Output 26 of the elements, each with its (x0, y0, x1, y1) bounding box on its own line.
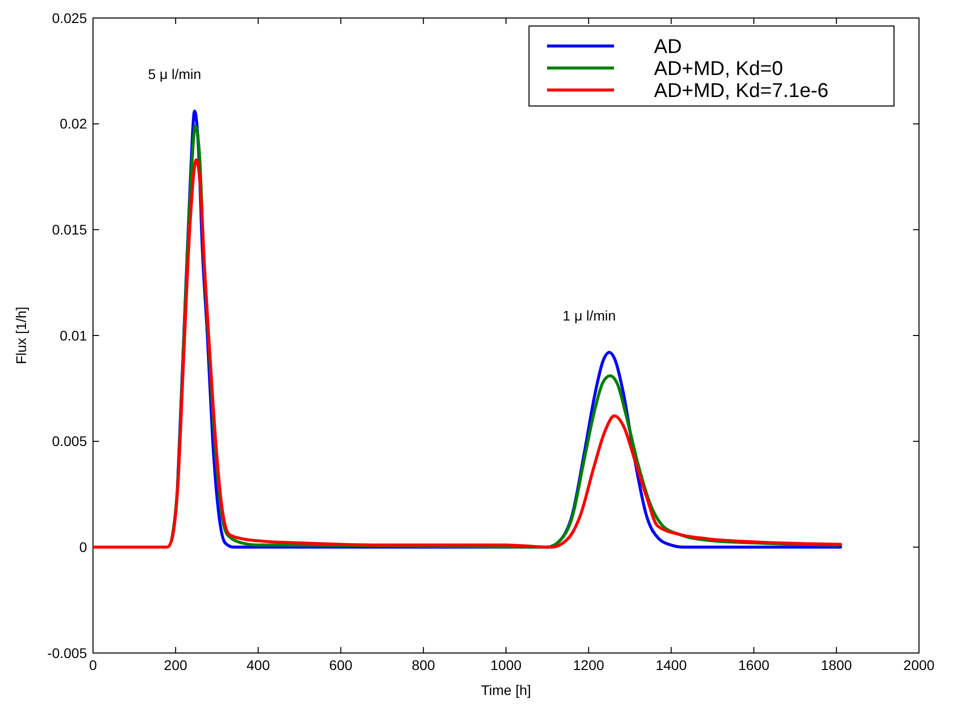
annotation: 1 μ l/min (562, 307, 616, 324)
x-tick-label: 1200 (573, 657, 604, 673)
y-tick-label: 0 (79, 539, 88, 556)
y-tick-label: 0.02 (60, 116, 88, 132)
legend-label: AD+MD, Kd=0 (654, 58, 783, 80)
x-tick-label: 0 (89, 657, 98, 673)
x-tick-label: 400 (246, 657, 270, 673)
annotation: 5 μ l/min (148, 66, 202, 82)
x-tick-label: 1400 (656, 657, 687, 673)
legend-label: AD+MD, Kd=7.1e-6 (654, 80, 829, 102)
x-tick-label: 1600 (738, 657, 770, 673)
legend-label: AD (654, 36, 682, 58)
x-tick-label: 2000 (903, 657, 935, 673)
x-axis-title: Time [h] (480, 682, 532, 698)
x-tick-label: 800 (412, 657, 436, 673)
x-tick-label: 600 (329, 657, 353, 673)
x-tick-label: 200 (164, 657, 188, 673)
y-tick-label: 0.01 (60, 327, 88, 344)
y-tick-label: 0.005 (52, 433, 88, 450)
line-series (93, 158, 842, 549)
y-axis-title: Flux [1/h] (13, 306, 29, 364)
x-tick-label: 1000 (490, 657, 522, 673)
x-tick-label: 1800 (820, 657, 852, 673)
y-tick-label: -0.005 (47, 644, 88, 661)
y-tick-label: 0.015 (52, 222, 88, 238)
y-tick-label: 0.025 (52, 10, 88, 26)
